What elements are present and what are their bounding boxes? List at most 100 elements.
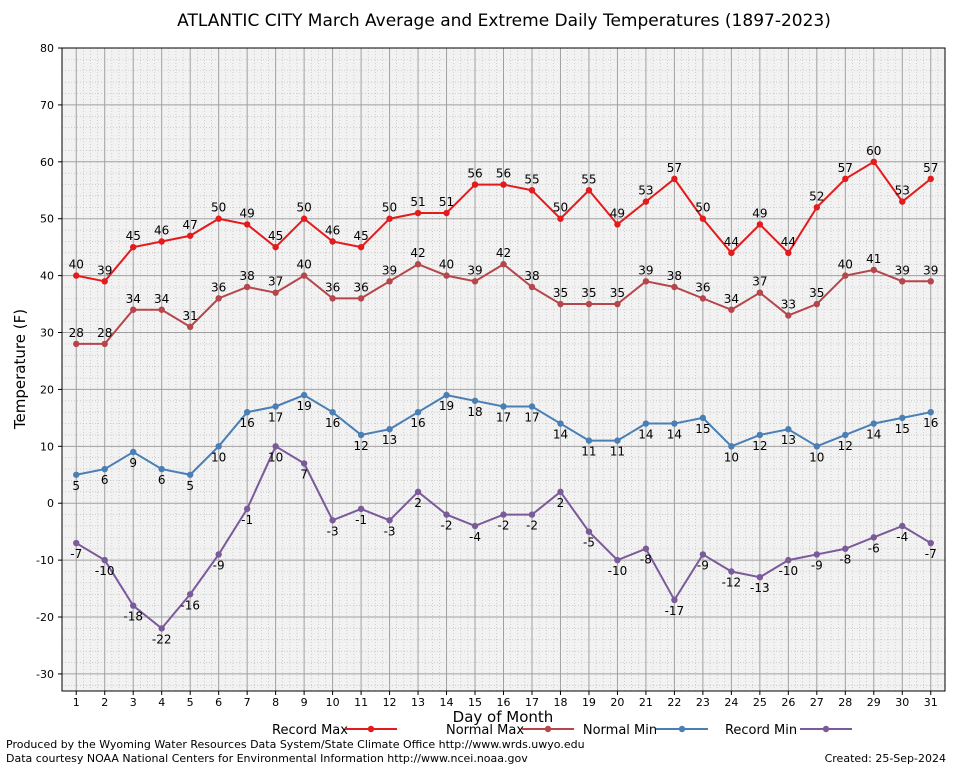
record-min-point xyxy=(813,551,821,558)
record-min-point xyxy=(699,551,707,558)
record-max-point xyxy=(785,249,792,257)
record-min-data-label: 2 xyxy=(557,496,565,510)
record-max-data-label: 57 xyxy=(838,161,853,175)
record-min-data-label: -7 xyxy=(925,547,937,561)
x-tick-label: 7 xyxy=(244,696,251,709)
record-min-data-label: -22 xyxy=(152,632,172,646)
normal-min-point xyxy=(272,403,279,410)
record-max-data-label: 56 xyxy=(467,167,482,181)
record-min-point xyxy=(101,556,108,564)
record-max-point xyxy=(414,209,422,217)
record-min-data-label: -2 xyxy=(526,519,538,533)
record-min-data-label: -13 xyxy=(750,581,770,595)
record-min-data-label: -6 xyxy=(868,541,880,555)
normal-max-point xyxy=(585,300,593,308)
x-tick-label: 3 xyxy=(130,696,137,709)
record-min-data-label: -12 xyxy=(722,576,742,590)
record-max-data-label: 60 xyxy=(866,144,881,158)
record-min-point xyxy=(557,488,564,496)
record-min-data-label: -10 xyxy=(608,564,628,578)
normal-max-point xyxy=(614,300,621,308)
normal-min-point xyxy=(813,443,821,450)
normal-max-point xyxy=(357,295,365,302)
normal-max-series: 28 28 34 34 31 36 38 37 40 36 36 39 42 40 39 42 38 35 35 35… xyxy=(69,246,938,348)
record-min-point xyxy=(614,556,621,564)
x-tick-label: 28 xyxy=(838,696,852,709)
record-min-data-label: -8 xyxy=(640,553,652,567)
x-tick-label: 20 xyxy=(610,696,624,709)
record-min-data-label: 7 xyxy=(300,467,308,481)
record-min-point xyxy=(899,522,906,530)
record-min-data-label: -18 xyxy=(123,610,143,624)
record-min-data-label: -1 xyxy=(241,513,253,527)
x-tick-label: 24 xyxy=(724,696,738,709)
normal-min-point xyxy=(728,443,735,450)
record-max-point xyxy=(300,215,308,222)
normal-max-data-label: 31 xyxy=(183,309,198,323)
x-tick-label: 31 xyxy=(924,696,938,709)
normal-max-point xyxy=(471,278,479,285)
normal-max-point xyxy=(243,283,251,291)
record-min-point xyxy=(329,517,336,524)
normal-min-point xyxy=(756,431,764,439)
legend: Record Max Normal Max Normal Min Record Min xyxy=(272,723,852,738)
normal-min-data-label: 19 xyxy=(296,399,311,413)
normal-max-data-label: 33 xyxy=(781,297,796,311)
normal-min-point xyxy=(329,408,336,416)
record-max-point xyxy=(158,238,165,245)
normal-min-data-label: 12 xyxy=(353,439,368,453)
record-min-data-label: 2 xyxy=(414,496,422,510)
normal-min-data-label: 6 xyxy=(101,473,109,487)
normal-max-data-label: 41 xyxy=(866,252,881,266)
record-max-data-label: 57 xyxy=(667,161,682,175)
legend-label-normal-min: Normal Min xyxy=(583,723,657,738)
legend-label-record-min: Record Min xyxy=(725,723,797,738)
record-max-data-label: 55 xyxy=(524,172,539,186)
y-tick-label: 80 xyxy=(40,42,54,55)
record-max-data-label: 46 xyxy=(325,223,340,237)
y-tick-label: 60 xyxy=(40,156,54,169)
normal-max-data-label: 37 xyxy=(752,275,767,289)
normal-max-data-label: 40 xyxy=(439,258,454,272)
x-tick-label: 23 xyxy=(696,696,710,709)
normal-min-point xyxy=(215,443,222,450)
normal-min-point xyxy=(528,403,536,410)
record-max-data-label: 47 xyxy=(183,218,198,232)
y-tick-label: 40 xyxy=(40,270,54,283)
normal-max-point xyxy=(272,289,279,296)
record-min-point xyxy=(728,568,735,575)
normal-max-data-label: 39 xyxy=(382,263,397,277)
normal-min-point xyxy=(614,437,621,444)
record-min-data-label: -3 xyxy=(384,524,396,538)
x-tick-label: 13 xyxy=(411,696,425,709)
x-tick-label: 11 xyxy=(354,696,368,709)
record-max-point xyxy=(443,209,450,217)
chart-title: ATLANTIC CITY March Average and Extreme … xyxy=(177,11,831,31)
record-max-data-label: 50 xyxy=(553,201,568,215)
record-max-point xyxy=(927,175,934,183)
record-min-point xyxy=(500,511,507,518)
normal-min-point xyxy=(443,391,450,399)
normal-max-data-label: 35 xyxy=(553,286,568,300)
x-tick-label: 5 xyxy=(187,696,194,709)
record-min-point xyxy=(642,545,650,552)
normal-min-point xyxy=(699,414,707,422)
record-min-point xyxy=(73,539,80,547)
footer-data-courtesy: Data courtesy NOAA National Centers for … xyxy=(6,752,528,765)
y-tick-label: -20 xyxy=(36,611,54,624)
legend-marker-record-max xyxy=(367,725,375,733)
x-tick-label: 4 xyxy=(158,696,165,709)
normal-max-data-label: 39 xyxy=(467,263,482,277)
normal-max-point xyxy=(101,340,108,348)
record-max-point xyxy=(728,249,735,257)
record-max-point xyxy=(528,187,536,194)
normal-max-data-label: 39 xyxy=(638,263,653,277)
normal-min-point xyxy=(585,437,593,444)
record-min-point xyxy=(585,528,593,535)
record-max-data-label: 51 xyxy=(439,195,454,209)
normal-min-data-label: 14 xyxy=(866,428,881,442)
normal-min-point xyxy=(870,420,877,427)
x-tick-label: 21 xyxy=(639,696,653,709)
footer-produced-by: Produced by the Wyoming Water Resources … xyxy=(6,738,585,751)
record-min-point xyxy=(215,551,222,558)
